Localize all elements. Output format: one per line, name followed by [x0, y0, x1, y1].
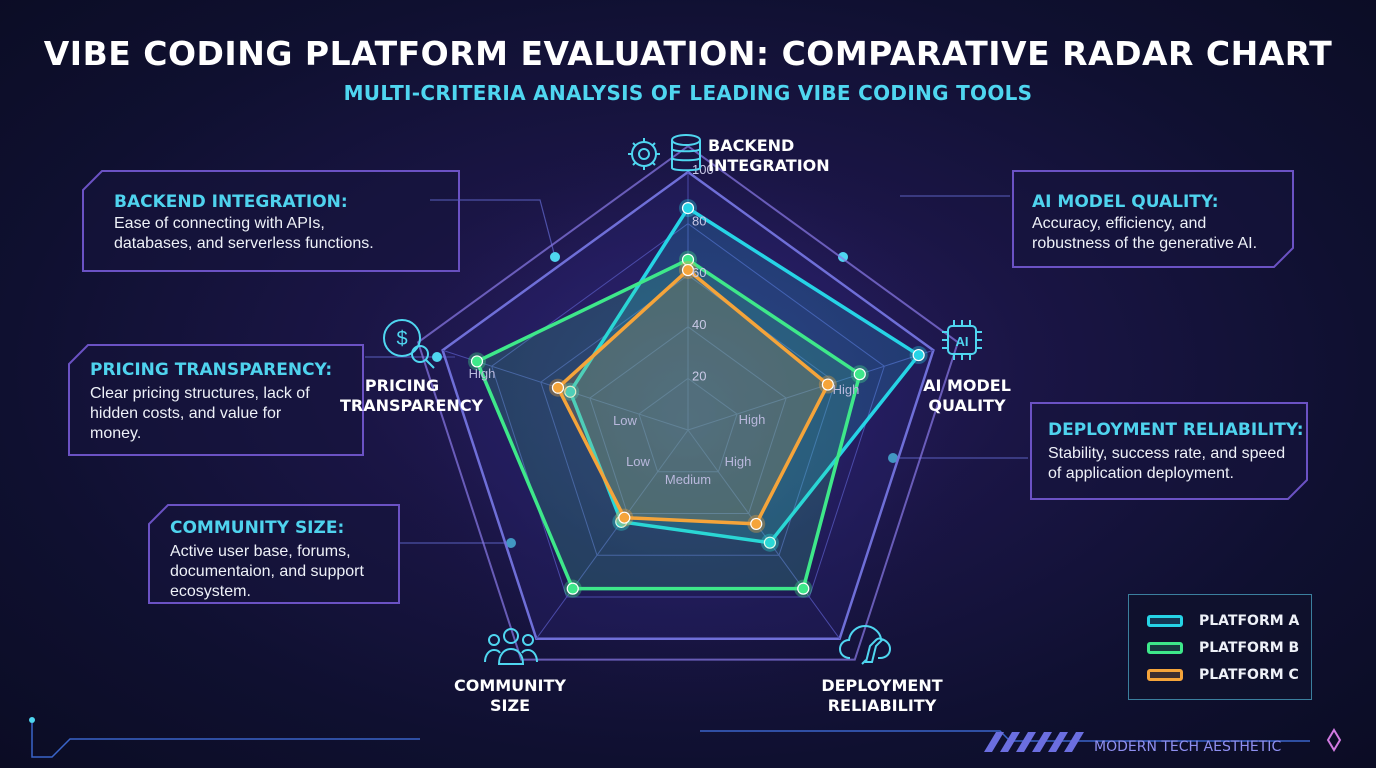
radial-tick-label: 60 [692, 265, 706, 280]
dollar-search-icon: $ [383, 319, 435, 369]
cloud-rocket-icon [838, 624, 892, 665]
axis-label-deployment-reliability: DEPLOYMENT RELIABILITY [821, 676, 943, 715]
series-point [618, 511, 631, 524]
qualitative-label: Low [613, 413, 637, 428]
axis-label-backend-integration: BACKEND INTEGRATION [708, 136, 848, 176]
axis-label-pricing-transparency: PRICING TRANSPARENCY [340, 376, 484, 415]
qualitative-label: High [725, 454, 752, 469]
radial-tick-label: 80 [692, 214, 706, 229]
card-text: Stability, success rate, and speed of ap… [1048, 445, 1286, 482]
card-heading: PRICING TRANSPARENCY: [90, 360, 333, 380]
qualitative-label: Low [626, 454, 650, 469]
series-point [681, 202, 695, 215]
axis-label-community-size: COMMUNITY SIZE [453, 676, 567, 715]
card-text: Ease of connecting with APIs, databases,… [114, 215, 374, 252]
series-point [853, 368, 866, 381]
footer-text: MODERN TECH AESTHETIC [1094, 739, 1282, 755]
series-point [763, 536, 776, 549]
connector-line [430, 199, 556, 258]
legend-item-platform-b: PLATFORM B [1147, 638, 1299, 658]
series-point [912, 348, 925, 362]
chart-legend: PLATFORM A PLATFORM B PLATFORM C [1128, 594, 1312, 700]
series-point [551, 381, 565, 394]
axis-label-ai-model-quality: AI MODEL QUALITY [923, 376, 1011, 415]
card-community-size: COMMUNITY SIZE: Active user base, forums… [148, 504, 400, 604]
qualitative-label: High [833, 382, 860, 397]
card-frame [1012, 170, 1294, 268]
radial-tick-label: 40 [692, 317, 706, 332]
card-heading: DEPLOYMENT RELIABILITY: [1048, 420, 1304, 440]
chart-title: VIBE CODING PLATFORM EVALUATION: COMPARA… [43, 34, 1333, 73]
ai-chip-icon: AI [942, 320, 982, 360]
axis-spoke [687, 429, 841, 640]
svg-text:AI: AI [956, 334, 969, 349]
series-point [681, 263, 695, 277]
footer-decoration [29, 717, 1342, 758]
gear-database-icon [628, 134, 701, 172]
series-point [564, 385, 577, 398]
card-text: Active user base, forums, documentaion, … [170, 543, 364, 600]
grid-ring [638, 377, 738, 473]
connector-dot [506, 538, 516, 548]
card-frame [148, 504, 400, 604]
axis-label-text: BACKEND INTEGRATION [708, 136, 830, 175]
card-text: Clear pricing structures, lack of hidden… [90, 385, 310, 442]
grid-ring [540, 274, 836, 556]
chart-subtitle: MULTI-CRITERIA ANALYSIS OF LEADING VIBE … [343, 81, 1033, 105]
legend-swatch [1147, 642, 1183, 654]
qualitative-label: High [469, 366, 496, 381]
card-frame [1030, 402, 1308, 500]
grid-ring [491, 222, 885, 598]
axis-spoke [535, 429, 689, 640]
grid-ring [589, 326, 787, 514]
series-area-3 [556, 268, 830, 526]
card-text: Accuracy, efficiency, and robustness of … [1032, 215, 1258, 252]
outer-ring [416, 144, 960, 661]
connector-dot [432, 352, 442, 362]
svg-text:$: $ [396, 328, 407, 350]
users-icon [484, 628, 538, 665]
sparkle-icon [1326, 728, 1342, 752]
card-heading: BACKEND INTEGRATION: [114, 192, 348, 212]
series-point [470, 355, 484, 368]
connector-dot [888, 453, 898, 463]
card-frame [82, 170, 460, 272]
radial-tick-label: 20 [692, 368, 706, 383]
qualitative-label: Medium [665, 472, 711, 487]
card-ai-model-quality: AI MODEL QUALITY: Accuracy, efficiency, … [1012, 170, 1294, 268]
legend-item-platform-a: PLATFORM A [1147, 611, 1299, 631]
legend-item-platform-c: PLATFORM C [1147, 665, 1299, 685]
card-heading: AI MODEL QUALITY: [1032, 192, 1219, 212]
legend-label: PLATFORM A [1199, 613, 1300, 629]
qualitative-label: High [739, 412, 766, 427]
legend-swatch [1147, 669, 1183, 681]
radial-tick-label: 100 [692, 162, 714, 177]
series-point [750, 517, 763, 531]
card-deployment-reliability: DEPLOYMENT RELIABILITY: Stability, succe… [1030, 402, 1308, 500]
card-pricing-transparency: PRICING TRANSPARENCY: Clear pricing stru… [68, 344, 364, 456]
legend-swatch [1147, 615, 1183, 627]
card-backend-integration: BACKEND INTEGRATION: Ease of connecting … [82, 170, 460, 272]
series-point [797, 582, 810, 595]
card-heading: COMMUNITY SIZE: [170, 518, 345, 538]
legend-label: PLATFORM C [1199, 667, 1299, 683]
legend-label: PLATFORM B [1199, 640, 1300, 656]
connector-dot [550, 252, 560, 262]
series-point [821, 378, 834, 391]
card-frame [68, 344, 364, 456]
axis-spoke [687, 349, 934, 431]
series-point [566, 582, 579, 595]
